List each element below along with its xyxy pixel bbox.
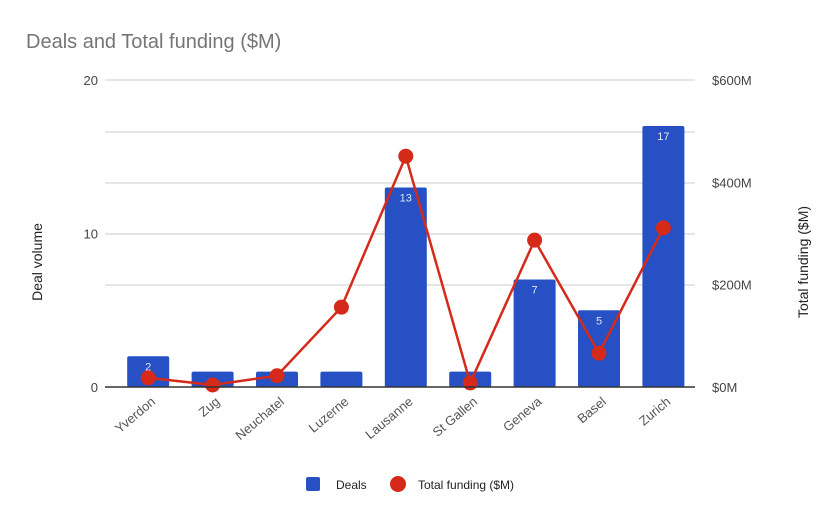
bar-data-label: 2 xyxy=(145,361,151,373)
funding-point-lausanne xyxy=(398,148,414,164)
y-tick-left: 0 xyxy=(91,380,98,395)
bar-lausanne xyxy=(384,187,427,387)
legend-deals-swatch xyxy=(306,477,320,491)
bar-luzerne xyxy=(320,371,363,387)
x-tick-label: Luzerne xyxy=(306,394,352,436)
y-tick-right: $600M xyxy=(712,73,752,88)
y-tick-right: $200M xyxy=(712,278,752,293)
bar-data-label: 17 xyxy=(657,131,669,143)
x-tick-label: Basel xyxy=(574,394,609,426)
funding-point-luzerne xyxy=(333,299,349,315)
bar-data-label: 13 xyxy=(400,192,412,204)
bar-data-label: 5 xyxy=(596,315,602,327)
y-tick-left: 20 xyxy=(84,73,98,88)
y-axis-label-left: Deal volume xyxy=(29,223,45,301)
legend-funding-label: Total funding ($M) xyxy=(418,478,514,492)
funding-point-neuchatel xyxy=(269,368,285,384)
x-tick-label: Geneva xyxy=(500,393,545,434)
x-tick-label: Zug xyxy=(196,394,223,420)
y-tick-right: $400M xyxy=(712,175,752,190)
bar-zurich xyxy=(642,126,685,388)
x-tick-label: Zurich xyxy=(636,394,673,429)
legend-deals-label: Deals xyxy=(336,478,367,492)
legend-funding-swatch xyxy=(390,476,406,492)
funding-point-basel xyxy=(591,345,607,361)
funding-point-geneva xyxy=(527,232,543,248)
chart-title: Deals and Total funding ($M) xyxy=(26,31,281,53)
bar-geneva xyxy=(513,279,556,387)
y-tick-right: $0M xyxy=(712,380,737,395)
x-tick-label: St Gallen xyxy=(430,394,481,440)
x-tick-label: Yverdon xyxy=(112,394,158,436)
funding-point-yverdon xyxy=(140,370,156,386)
legend: Deals Total funding ($M) xyxy=(306,476,514,492)
y-tick-left: 10 xyxy=(84,227,98,242)
funding-point-st-gallen xyxy=(462,375,478,391)
y-axis-label-right: Total funding ($M) xyxy=(795,206,811,318)
x-tick-label: Neuchatel xyxy=(232,394,287,443)
x-tick-label: Lausanne xyxy=(362,394,415,442)
bar-data-label: 7 xyxy=(532,285,538,297)
funding-point-zug xyxy=(205,377,221,393)
funding-point-zurich xyxy=(655,220,671,236)
